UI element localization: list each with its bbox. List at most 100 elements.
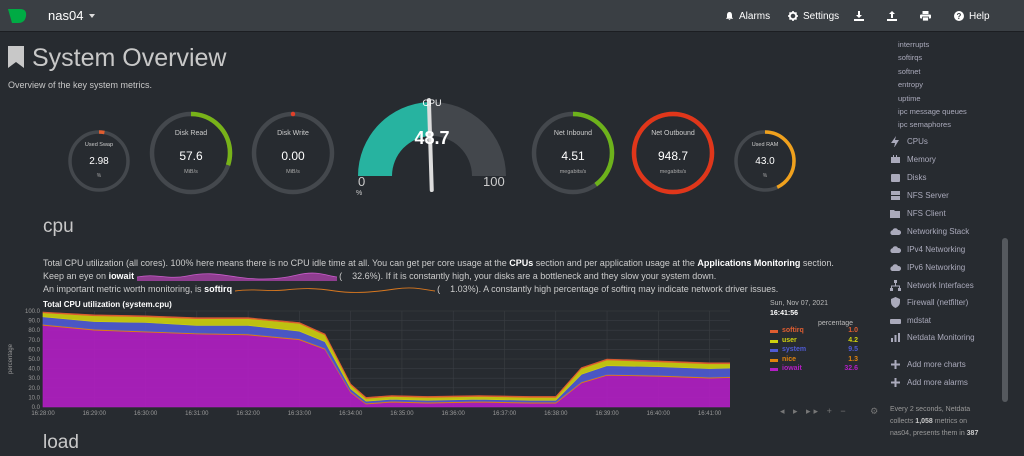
folder-icon — [890, 210, 900, 218]
disk-read-gauge-arc — [149, 111, 233, 195]
upload-icon — [887, 11, 897, 21]
y-tick-label: 20.0 — [28, 386, 40, 392]
used-swap-gauge[interactable]: Used Swap 2.98% — [66, 128, 132, 194]
sidebar-item-ipv6-networking[interactable]: IPv6 Networking — [890, 262, 965, 273]
sidebar-item-memory[interactable]: Memory — [890, 154, 936, 165]
net-inbound-gauge-arc — [531, 111, 615, 195]
sidebar-item-nfs-client[interactable]: NFS Client — [890, 208, 946, 219]
legend-value: 1.3 — [848, 355, 858, 363]
legend-time: 16:41:56 — [770, 310, 799, 317]
chart-toolbox[interactable]: ◂ ▸ ▸▸ + − ⚙ — [780, 406, 882, 416]
used-ram-gauge-arc — [734, 130, 796, 192]
settings-button[interactable]: Settings — [788, 0, 839, 32]
sidebar-subitem[interactable]: interrupts — [898, 40, 930, 49]
legend-item-iowait[interactable]: iowait 32.6 — [770, 365, 858, 374]
legend-item-nice[interactable]: nice 1.3 — [770, 356, 858, 365]
server-icon — [891, 191, 900, 200]
used-ram-gauge-value: 43.0 — [755, 156, 775, 167]
disk-write-gauge-title: Disk Write — [277, 130, 309, 137]
legend-value: 4.2 — [848, 336, 858, 344]
y-tick-label: 100.0 — [25, 309, 41, 315]
sidebar-item-firewall-netfilter[interactable]: Firewall (netfilter) — [890, 297, 968, 308]
sidebar-item-network-interfaces[interactable]: Network Interfaces — [890, 280, 974, 291]
x-tick-label: 16:38:00 — [544, 411, 568, 416]
navbar: nas04 Alarms Settings ? Help — [0, 0, 1024, 32]
netdata-logo[interactable] — [6, 6, 28, 26]
sidebar-item-label: Firewall (netfilter) — [907, 298, 969, 307]
net-outbound-gauge-arc — [631, 111, 715, 195]
disk-write-gauge-value: 0.00 — [281, 149, 305, 163]
net-inbound-gauge-title: Net Inbound — [553, 130, 593, 137]
used-ram-gauge-ring — [734, 130, 796, 192]
sidebar-item-label: IPv6 Networking — [907, 263, 966, 272]
net-inbound-gauge-value: 4.51 — [561, 149, 585, 163]
net-outbound-gauge[interactable]: Net Outbound 948.7 megabits/s — [630, 110, 716, 196]
help-button[interactable]: ? Help — [954, 0, 990, 32]
sidebar-scrollbar[interactable] — [1002, 238, 1008, 402]
cpu-gauge-title: CPU — [422, 98, 442, 108]
x-tick-label: 16:35:00 — [390, 411, 414, 416]
alarms-label: Alarms — [739, 10, 771, 22]
used-swap-gauge-ring — [68, 130, 130, 192]
legend-name: iowait — [782, 365, 802, 372]
used-swap-gauge-title: Used Swap — [84, 142, 114, 148]
chart-title: Total CPU utilization (system.cpu) — [43, 300, 172, 309]
y-tick-label: 80.0 — [28, 328, 40, 334]
disk-write-gauge[interactable]: Disk Write 0.00 MiB/s — [250, 110, 336, 196]
sidebar-item-ipv4-networking[interactable]: IPv4 Networking — [890, 244, 965, 255]
legend-item-softirq[interactable]: softirq 1.0 — [770, 327, 858, 336]
legend-date: Sun, Nov 07, 2021 — [770, 300, 828, 307]
bell-icon — [725, 11, 734, 21]
net-inbound-gauge[interactable]: Net Inbound 4.51 megabits/s — [530, 110, 616, 196]
cloud-icon — [890, 246, 901, 253]
softirq-sparkline[interactable] — [234, 285, 435, 294]
sidebar-subitem[interactable]: softirqs — [898, 53, 923, 63]
sidebar-item-cpus[interactable]: CPUs — [890, 136, 928, 147]
iowait-value: 32.6% — [352, 271, 378, 281]
sidebar-item-label: Netdata Monitoring — [907, 333, 975, 342]
print-button[interactable] — [920, 0, 931, 32]
x-tick-label: 16:40:00 — [647, 411, 671, 416]
legend-name: system — [782, 346, 807, 353]
sidebar-item-disks[interactable]: Disks — [890, 172, 927, 183]
disk-icon — [891, 174, 900, 182]
used-ram-gauge-title: Used RAM — [751, 142, 779, 148]
chevron-down-icon[interactable] — [89, 14, 95, 18]
sidebar-item-label: IPv4 Networking — [907, 245, 966, 254]
cpu-chart[interactable]: 100.0 90.0 80.0 70.0 60.0 50.0 40.0 30.0 20.0 10.… — [0, 304, 730, 416]
used-ram-gauge[interactable]: Used RAM 43.0% — [732, 128, 798, 194]
sidebar-item-nfs-server[interactable]: NFS Server — [890, 190, 949, 201]
import-button[interactable] — [887, 0, 897, 32]
bolt-icon — [891, 136, 899, 147]
disk-read-gauge-unit: MiB/s — [184, 169, 198, 175]
cpu-gauge[interactable]: CPU 48.7 0 % 100 — [352, 96, 512, 200]
gear-icon — [788, 11, 798, 21]
shield-icon — [891, 297, 900, 308]
sidebar-item-networking-stack[interactable]: Networking Stack — [890, 226, 969, 237]
sidebar-subitem[interactable]: ipc semaphores — [898, 120, 951, 130]
alarms-button[interactable]: Alarms — [725, 0, 770, 32]
sidebar-item-label: NFS Client — [907, 209, 946, 218]
sidebar-item-netdata-monitoring[interactable]: Netdata Monitoring — [890, 332, 975, 343]
sidebar-item-add-more-charts[interactable]: Add more charts — [890, 359, 966, 370]
disk-read-gauge[interactable]: Disk Read 57.6 MiB/s — [148, 110, 234, 196]
cpu-gauge-track — [428, 102, 506, 176]
host-name[interactable]: nas04 — [48, 8, 84, 23]
sidebar-subitem[interactable]: entropy — [898, 80, 924, 90]
legend-units: percentage — [818, 320, 854, 327]
sidebar-item-add-more-alarms[interactable]: Add more alarms — [890, 377, 968, 388]
x-tick-label: 16:41:00 — [698, 411, 722, 416]
cpus-link[interactable]: CPUs — [509, 258, 534, 268]
applications-monitoring-link[interactable]: Applications Monitoring — [697, 258, 801, 268]
sidebar-subitem[interactable]: softnet — [898, 66, 921, 76]
sidebar-subitem[interactable]: ipc message queues — [898, 107, 967, 116]
sidebar-subitem[interactable]: uptime — [898, 93, 921, 103]
sidebar-item-label: Add more charts — [907, 360, 966, 369]
cloud-icon — [890, 264, 901, 271]
export-button[interactable] — [854, 0, 864, 32]
hdd-icon — [890, 319, 901, 324]
legend-item-user[interactable]: user 4.2 — [770, 337, 858, 346]
legend-item-system[interactable]: system 9.5 — [770, 346, 858, 355]
sidebar-item-mdstat[interactable]: mdstat — [890, 315, 931, 326]
iowait-sparkline[interactable] — [136, 272, 337, 282]
